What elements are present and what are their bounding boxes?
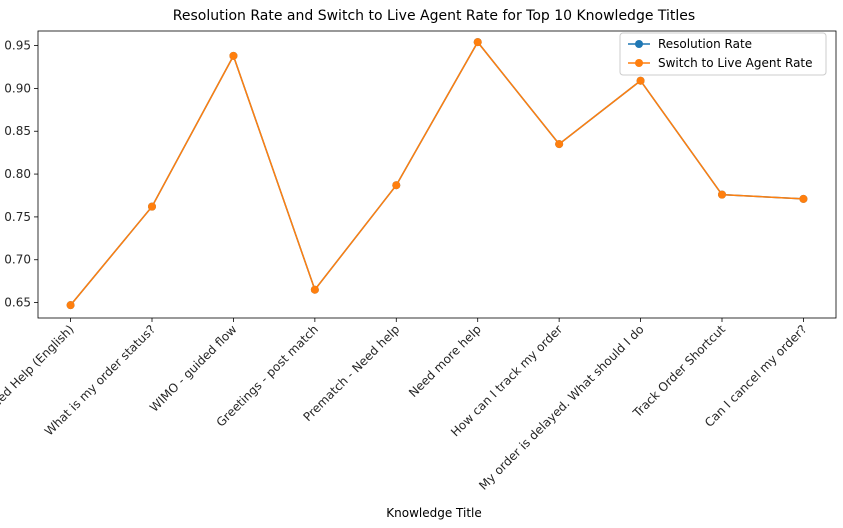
legend-label: Switch to Live Agent Rate [658,56,813,70]
x-tick-label: WIMO - guided flow [147,322,240,415]
y-tick-label: 0.75 [4,210,31,224]
legend-label: Resolution Rate [658,37,752,51]
x-tick-label: Track Order Shortcut [630,322,729,421]
series-1 [66,38,808,310]
y-tick-label: 0.90 [4,81,31,95]
plot-area [37,30,837,319]
chart-title: Resolution Rate and Switch to Live Agent… [173,8,695,24]
y-tick-label: 0.80 [4,167,31,181]
series-2 [66,38,808,310]
y-tick-label: 0.95 [4,39,31,53]
x-axis-label: Knowledge Title [386,506,482,520]
legend-box [619,32,827,76]
data-point [229,51,238,60]
legend-marker [635,59,643,67]
x-tick-label: Need Help (English) [0,322,77,416]
y-tick-label: 0.85 [4,124,31,138]
legend-marker [635,40,643,48]
x-tick-label: Need more help [406,322,484,400]
x-tick-label: My order is delayed. What should I do [476,322,647,493]
plot-frame [37,30,837,319]
data-point [66,301,75,310]
x-tick-label: Prematch - Need help [301,322,403,424]
series-line [69,40,804,306]
y-tick-label: 0.65 [4,296,31,310]
series-line [69,40,804,306]
y-axis: 0.65 0.70 0.75 0.80 0.85 0.90 0.95 [4,39,38,310]
data-point [636,76,645,85]
legend-item: Resolution Rate [628,37,752,51]
data-point [718,190,726,199]
data-point [473,38,482,47]
series-layer [66,38,808,310]
data-point [799,194,808,203]
legend: Resolution Rate Switch to Live Agent Rate [619,32,827,76]
data-point [310,285,319,294]
legend-item: Switch to Live Agent Rate [628,56,813,70]
x-axis: Need Help (English)What is my order stat… [0,318,810,493]
data-point [392,181,401,190]
y-tick-label: 0.70 [4,253,31,267]
data-point [148,202,156,211]
data-point [555,140,564,149]
